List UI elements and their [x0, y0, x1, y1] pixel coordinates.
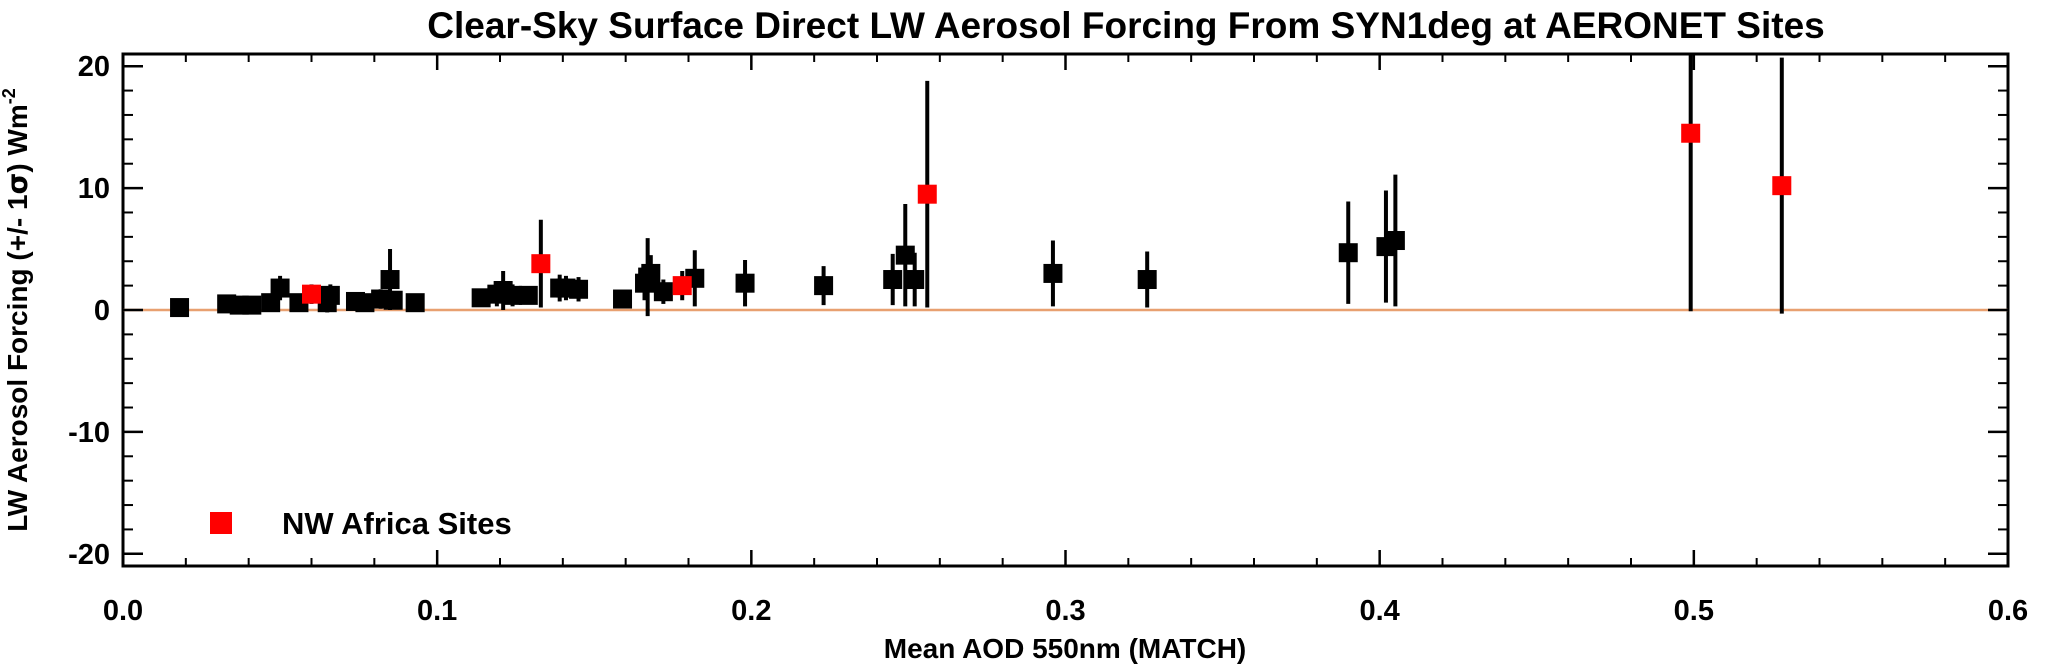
- x-tick-label: 0.3: [1045, 595, 1085, 627]
- chart-title: Clear-Sky Surface Direct LW Aerosol Forc…: [427, 5, 1824, 46]
- y-axis-label-suffix: ) Wm: [2, 104, 33, 172]
- data-point: [170, 298, 190, 318]
- data-point: [641, 263, 661, 283]
- data-point: [613, 289, 633, 309]
- nw-africa-data-point: [1772, 176, 1792, 196]
- legend-label: NW Africa Sites: [282, 506, 512, 541]
- data-point: [569, 279, 589, 299]
- x-tick-label: 0.5: [1674, 595, 1714, 627]
- data-point: [1137, 270, 1157, 290]
- y-axis-label-sigma: σ: [1, 173, 34, 195]
- x-tick-label: 0.4: [1360, 595, 1400, 627]
- data-point: [261, 293, 281, 313]
- data-point: [735, 273, 755, 293]
- y-tick-label: 20: [78, 51, 110, 83]
- data-point: [383, 290, 403, 310]
- data-point: [380, 270, 400, 290]
- y-axis-label-exponent: -2: [0, 88, 19, 104]
- nw-africa-data-point: [672, 276, 692, 296]
- x-axis-label: Mean AOD 550nm (MATCH): [884, 633, 1246, 664]
- y-tick-label: -10: [68, 417, 110, 449]
- data-point: [503, 285, 523, 305]
- y-tick-label: 0: [94, 295, 110, 327]
- plot-area: [121, 52, 2010, 568]
- data-point: [1043, 263, 1063, 283]
- data-point: [883, 270, 903, 290]
- data-point: [270, 278, 290, 298]
- data-point: [320, 285, 340, 305]
- x-tick-label: 0.1: [417, 595, 457, 627]
- data-point: [242, 295, 262, 315]
- data-point: [653, 282, 673, 302]
- legend-marker: [210, 512, 232, 534]
- y-axis-label: LW Aerosol Forcing (+/- 1σ) Wm-2: [0, 88, 34, 532]
- y-tick-label: 10: [78, 173, 110, 205]
- x-tick-labels: 0.0 0.1 0.2 0.3 0.4 0.5 0.6: [103, 595, 2028, 627]
- x-tick-label: 0.2: [731, 595, 771, 627]
- nw-africa-data-point: [531, 254, 551, 274]
- nw-africa-data-point: [917, 184, 937, 204]
- legend: NW Africa Sites: [210, 506, 512, 541]
- x-tick-label: 0.6: [1988, 595, 2028, 627]
- y-tick-label: -20: [68, 539, 110, 571]
- nw-africa-data-point: [302, 284, 321, 304]
- data-point: [471, 288, 491, 308]
- nw-africa-data-point: [1681, 123, 1701, 143]
- data-point: [518, 285, 538, 305]
- data-point: [905, 270, 925, 290]
- y-axis-label-prefix: LW Aerosol Forcing (+/- 1: [2, 194, 33, 531]
- x-tick-label: 0.0: [103, 595, 143, 627]
- y-tick-labels: -20 -10 0 10 20: [68, 51, 110, 571]
- data-point: [405, 293, 425, 313]
- data-point: [1338, 243, 1358, 263]
- data-point: [895, 245, 915, 265]
- data-point: [355, 293, 375, 313]
- data-point: [814, 276, 834, 296]
- data-point: [1385, 231, 1405, 251]
